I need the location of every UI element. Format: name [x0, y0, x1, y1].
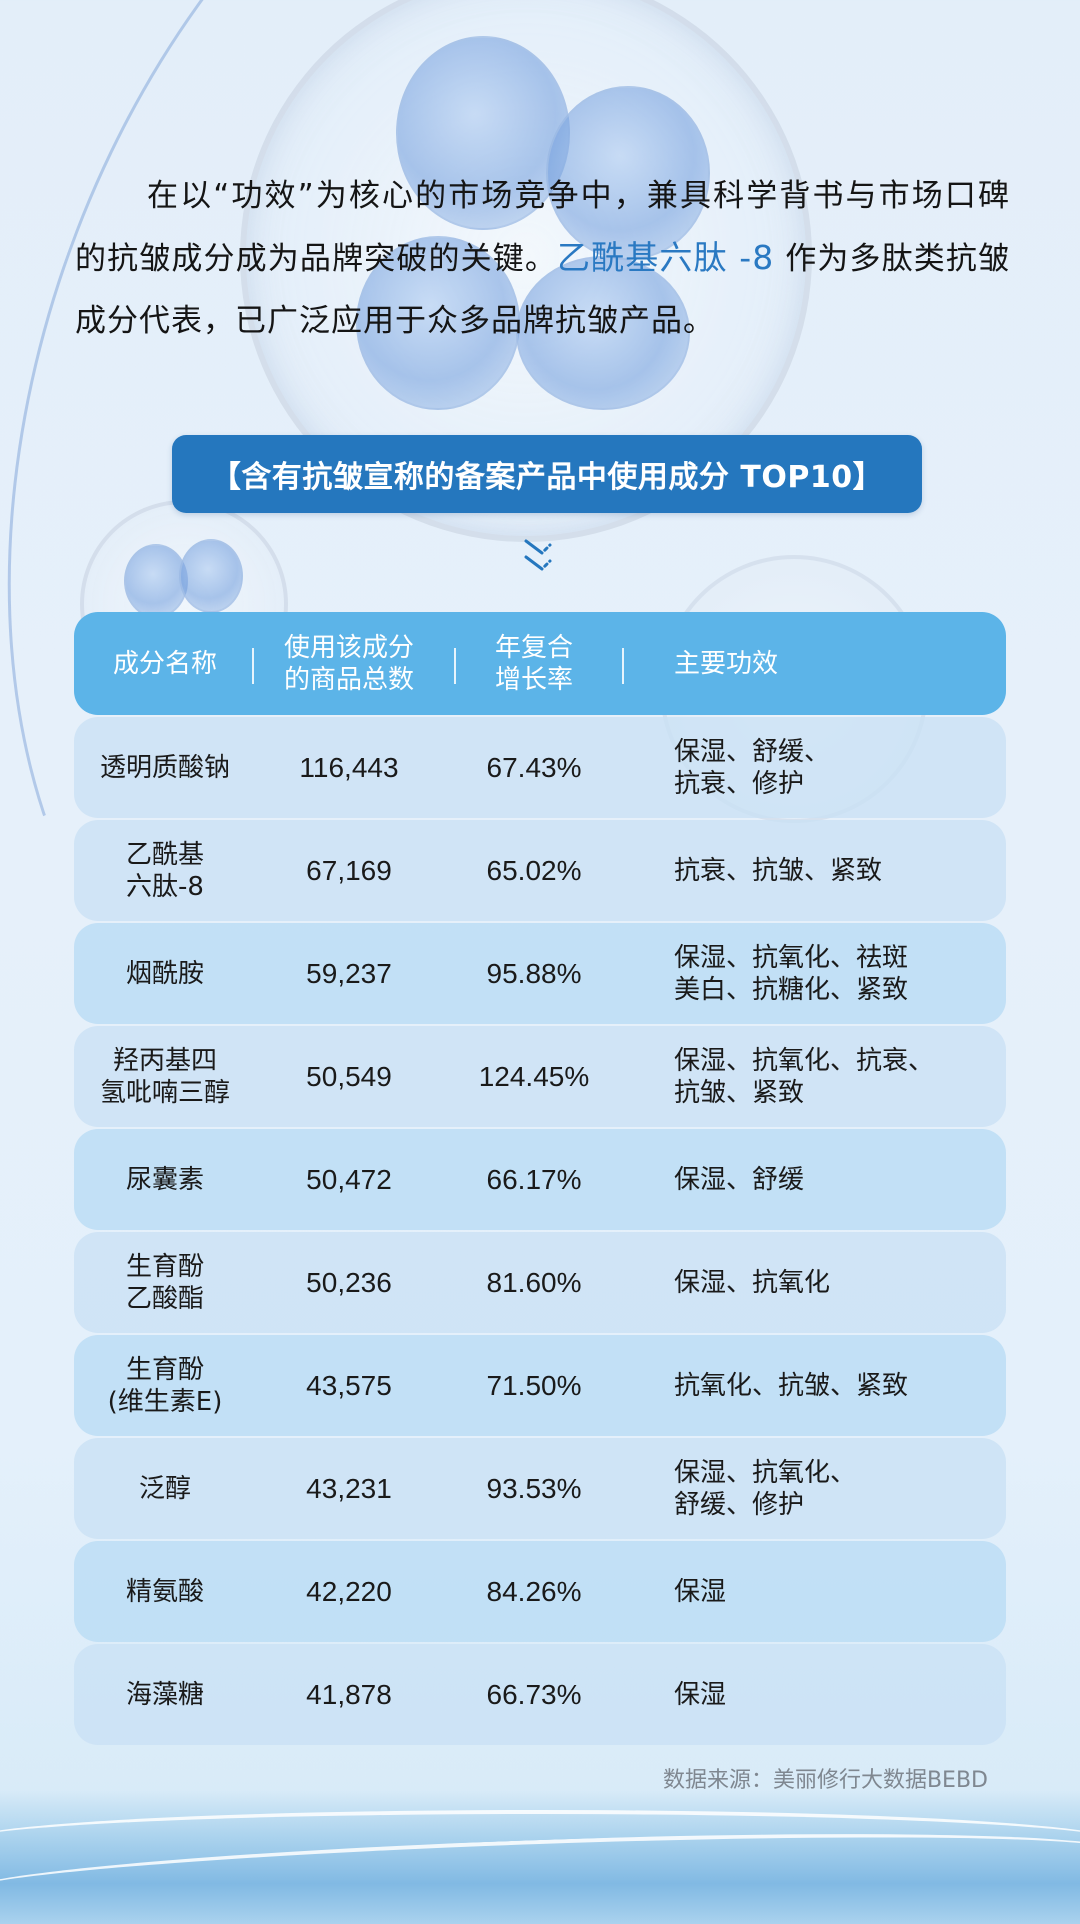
water-wave-decoration [0, 1790, 1080, 1924]
header-divider [454, 648, 456, 684]
main-effects: 保湿、舒缓、 抗衰、修护 [674, 736, 831, 799]
main-effects: 保湿、舒缓 [674, 1164, 805, 1195]
table-row: 生育酚 (维生素E) 43,575 71.50% 抗氧化、抗皱、紧致 [74, 1335, 1006, 1436]
product-count: 42,220 [306, 1575, 392, 1607]
table-header: 成分名称 使用该成分 的商品总数 年复合 增长率 主要功效 [74, 612, 1006, 715]
product-count: 41,878 [306, 1678, 392, 1710]
product-count: 67,169 [306, 854, 392, 886]
table-row: 羟丙基四 氢吡喃三醇 50,549 124.45% 保湿、抗氧化、抗衰、 抗皱、… [74, 1026, 1006, 1127]
product-count: 50,549 [306, 1060, 392, 1092]
double-chevron-down-icon [524, 539, 552, 571]
growth-rate: 65.02% [486, 854, 582, 886]
product-count: 50,236 [306, 1266, 392, 1298]
section-title: 【含有抗皱宣称的备案产品中使用成分 TOP10】 [210, 460, 884, 495]
header-divider [252, 648, 254, 684]
ingredient-name: 乙酰基 六肽-8 [125, 839, 204, 902]
growth-rate: 71.50% [486, 1369, 582, 1401]
main-effects: 保湿、抗氧化、抗衰、 抗皱、紧致 [674, 1045, 935, 1108]
table-row: 透明质酸钠 116,443 67.43% 保湿、舒缓、 抗衰、修护 [74, 717, 1006, 818]
ingredients-table: 成分名称 使用该成分 的商品总数 年复合 增长率 主要功效 透明质酸钠 116,… [74, 612, 1006, 1745]
growth-rate: 81.60% [486, 1266, 582, 1298]
table-row: 精氨酸 42,220 84.26% 保湿 [74, 1541, 1006, 1642]
growth-rate: 84.26% [486, 1575, 582, 1607]
growth-rate: 66.73% [486, 1678, 582, 1710]
table-row: 烟酰胺 59,237 95.88% 保湿、抗氧化、祛斑 美白、抗糖化、紧致 [74, 923, 1006, 1024]
table-row: 海藻糖 41,878 66.73% 保湿 [74, 1644, 1006, 1745]
ingredient-name: 精氨酸 [125, 1576, 204, 1607]
growth-rate: 66.17% [486, 1163, 582, 1195]
main-effects: 保湿、抗氧化、祛斑 美白、抗糖化、紧致 [674, 942, 909, 1005]
table-row: 尿囊素 50,472 66.17% 保湿、舒缓 [74, 1129, 1006, 1230]
header-ingredient-name: 成分名称 [112, 648, 217, 679]
growth-rate: 95.88% [486, 957, 582, 989]
header-divider [622, 648, 624, 684]
product-count: 43,575 [306, 1369, 392, 1401]
ingredient-name: 生育酚 (维生素E) [107, 1354, 223, 1417]
ingredient-name: 羟丙基四 氢吡喃三醇 [99, 1045, 230, 1108]
product-count: 50,472 [306, 1163, 392, 1195]
intro-paragraph: 在以“功效”为核心的市场竞争中，兼具科学背书与市场口碑的抗皱成分成为品牌突破的关… [75, 165, 1010, 352]
main-effects: 抗氧化、抗皱、紧致 [674, 1370, 909, 1401]
ingredient-name: 海藻糖 [125, 1679, 204, 1710]
growth-rate: 124.45% [478, 1060, 590, 1092]
header-main-effects: 主要功效 [674, 648, 779, 679]
table-row: 生育酚 乙酸酯 50,236 81.60% 保湿、抗氧化 [74, 1232, 1006, 1333]
ingredient-name: 透明质酸钠 [99, 752, 230, 783]
ingredient-name: 泛醇 [138, 1473, 191, 1504]
ingredient-name: 烟酰胺 [125, 958, 204, 989]
header-cagr: 年复合 增长率 [494, 632, 573, 695]
ingredient-name: 尿囊素 [125, 1164, 204, 1195]
table-row: 泛醇 43,231 93.53% 保湿、抗氧化、 舒缓、修护 [74, 1438, 1006, 1539]
header-product-count: 使用该成分 的商品总数 [283, 632, 414, 695]
highlight-ingredient: 乙酰基六肽 -8 [557, 238, 775, 277]
main-effects: 抗衰、抗皱、紧致 [674, 855, 883, 886]
main-effects: 保湿、抗氧化、 舒缓、修护 [674, 1457, 857, 1520]
table-row: 乙酰基 六肽-8 67,169 65.02% 抗衰、抗皱、紧致 [74, 820, 1006, 921]
main-effects: 保湿 [674, 1576, 727, 1607]
cell-decoration [124, 544, 188, 618]
cell-decoration [179, 539, 243, 613]
main-effects: 保湿 [674, 1679, 727, 1710]
growth-rate: 93.53% [486, 1472, 582, 1504]
product-count: 43,231 [306, 1472, 392, 1504]
section-title-banner: 【含有抗皱宣称的备案产品中使用成分 TOP10】 [172, 435, 922, 513]
product-count: 116,443 [299, 751, 399, 783]
growth-rate: 67.43% [486, 751, 582, 783]
ingredient-name: 生育酚 乙酸酯 [125, 1251, 204, 1314]
data-source-note: 数据来源：美丽修行大数据BEBD [662, 1768, 988, 1793]
product-count: 59,237 [306, 957, 392, 989]
main-effects: 保湿、抗氧化 [674, 1267, 831, 1298]
